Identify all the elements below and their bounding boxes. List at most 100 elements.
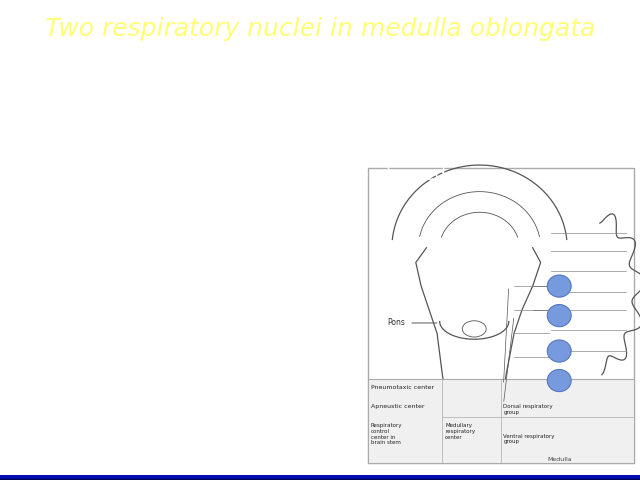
Bar	[0, 476, 640, 479]
Bar	[0, 476, 640, 478]
Bar	[0, 475, 640, 478]
Bar	[0, 477, 640, 480]
Bar	[0, 477, 640, 480]
Bar	[0, 476, 640, 478]
Bar	[0, 477, 640, 480]
Bar	[0, 478, 640, 480]
Text: • more frequently they fire, more deeply you
    inhale: • more frequently they fire, more deeply…	[35, 98, 429, 139]
Bar	[0, 476, 640, 479]
Bar	[0, 475, 640, 478]
Bar	[0, 476, 640, 478]
Bar	[0, 477, 640, 479]
Bar	[0, 477, 640, 479]
Bar	[0, 476, 640, 479]
Bar	[0, 476, 640, 479]
Bar	[0, 477, 640, 479]
Bar	[0, 478, 640, 480]
Text: forced: forced	[204, 331, 259, 349]
Bar	[0, 477, 640, 480]
Bar	[0, 478, 640, 480]
Bar	[0, 476, 640, 478]
Bar	[0, 476, 640, 478]
Text: Ventral respiratory
group: Ventral respiratory group	[504, 434, 555, 444]
Bar	[0, 477, 640, 480]
Bar	[0, 476, 640, 479]
Bar	[0, 477, 640, 479]
Ellipse shape	[547, 275, 571, 297]
Text: expiration: expiration	[35, 367, 145, 385]
Bar	[0, 476, 640, 479]
Bar	[0, 477, 640, 479]
Bar	[0, 476, 640, 478]
Bar	[0, 476, 640, 479]
Bar	[0, 477, 640, 480]
Bar	[0, 478, 640, 480]
Bar	[0, 477, 640, 479]
Bar	[0, 475, 640, 478]
Bar	[0, 477, 640, 479]
Bar	[0, 476, 640, 479]
Bar	[0, 476, 640, 479]
Bar	[0, 477, 640, 479]
Bar	[0, 477, 640, 479]
Bar	[0, 477, 640, 479]
Bar	[0, 477, 640, 479]
Bar	[0, 477, 640, 480]
Bar	[0, 477, 640, 480]
Bar	[0, 477, 640, 480]
Bar	[0, 476, 640, 478]
Bar	[0, 476, 640, 478]
Bar	[0, 477, 640, 479]
Bar	[0, 476, 640, 479]
Bar	[0, 477, 640, 479]
Bar	[0, 476, 640, 479]
Bar	[0, 477, 640, 479]
Bar	[0, 476, 640, 478]
Bar	[0, 478, 640, 480]
Bar	[0, 476, 640, 478]
Bar	[0, 477, 640, 480]
Bar	[0, 476, 640, 478]
Bar	[0, 478, 640, 480]
Bar	[0, 477, 640, 479]
Bar	[0, 477, 640, 479]
Bar	[0, 476, 640, 478]
Bar	[0, 477, 640, 480]
Bar	[0, 475, 640, 478]
Text: Two respiratory nuclei in medulla oblongata: Two respiratory nuclei in medulla oblong…	[45, 17, 595, 41]
Bar	[0, 477, 640, 480]
Bar	[0, 476, 640, 479]
Bar	[0, 477, 640, 479]
Text: Pneumotaxic center: Pneumotaxic center	[371, 385, 434, 390]
Bar	[0, 475, 640, 478]
Bar	[0, 477, 640, 479]
Bar	[0, 476, 640, 478]
Bar	[0, 476, 640, 478]
Bar	[0, 477, 640, 480]
Bar	[0, 477, 640, 480]
Bar	[0, 477, 640, 480]
Bar	[0, 476, 640, 478]
Bar	[0, 476, 640, 479]
Bar	[0, 475, 640, 478]
Bar	[0, 477, 640, 479]
Bar	[0, 476, 640, 478]
Bar	[0, 475, 640, 478]
Bar	[0, 477, 640, 480]
Bar	[0, 477, 640, 479]
Bar	[0, 477, 640, 479]
Bar	[0, 476, 640, 479]
Bar	[0, 478, 640, 480]
Bar	[0, 477, 640, 480]
Bar	[0, 477, 640, 480]
Text: Pons: Pons	[387, 319, 405, 327]
Bar	[0, 476, 640, 478]
Bar	[0, 476, 640, 478]
Bar	[0, 476, 640, 478]
Bar	[0, 477, 640, 480]
Bar	[0, 475, 640, 478]
Bar	[0, 476, 640, 479]
Text: Medulla: Medulla	[547, 457, 572, 462]
Bar	[0, 476, 640, 478]
Bar	[0, 477, 640, 479]
